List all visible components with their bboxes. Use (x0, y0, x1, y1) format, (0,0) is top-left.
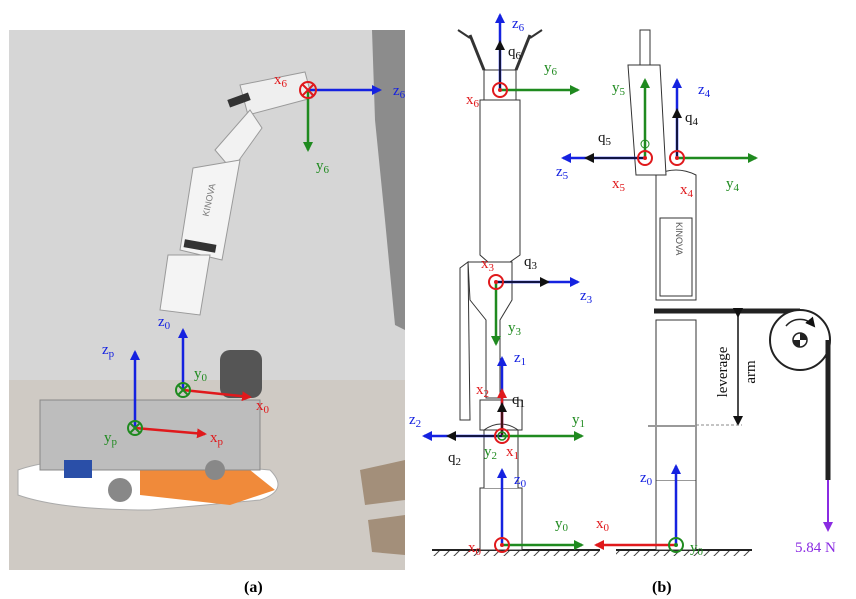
force-label: 5.84 N (795, 540, 836, 556)
z0-label-side: z0 (640, 470, 653, 488)
frame-p-photo: zp yp xp (102, 342, 224, 448)
q2-label-b: q2 (448, 450, 461, 468)
y6-label-a: y6 (316, 158, 330, 176)
z0-label-b: z0 (514, 472, 527, 490)
frame-0-side: z0 x0 y0 (594, 464, 704, 558)
leverage-arm: leverage arm (696, 308, 759, 426)
y3-label-b: y3 (508, 320, 522, 338)
q5-label-b: q5 (598, 130, 612, 148)
yp-origin-a (127, 420, 143, 436)
caption-a: (a) (244, 579, 263, 596)
x2-label-b: x2 (476, 382, 489, 400)
arm-label: arm (743, 360, 759, 384)
caption-b: (b) (652, 579, 672, 596)
y2-label-b: y2 (484, 444, 497, 462)
y0-label-side: y0 (690, 540, 704, 558)
xp-label-a: xp (210, 430, 224, 448)
x5-label-b: x5 (612, 176, 626, 194)
frame-4-side: z4 q4 y4 x4 (669, 78, 758, 200)
x6-label-b: x6 (466, 92, 480, 110)
q4-label-b: q4 (685, 110, 699, 128)
frame-6-photo: x6 z6 y6 (274, 72, 406, 176)
x6-origin-a (299, 81, 317, 99)
z4-label-b: z4 (698, 82, 711, 100)
x4-label-b: x4 (680, 182, 694, 200)
z0-label-a: z0 (158, 314, 171, 332)
y0-label-b: y0 (555, 516, 569, 534)
z6-label-a: z6 (393, 83, 406, 101)
y0-origin-a (175, 382, 191, 398)
panel-a-photo: KINOVA (9, 30, 405, 570)
frame-6-front: z6 q6 y6 x6 (466, 13, 580, 110)
yp-label-a: yp (104, 430, 118, 448)
robot-front-view (432, 29, 600, 556)
y4-label-b: y4 (726, 176, 740, 194)
frame-0-front: z0 y0 x0 (468, 468, 584, 558)
z1-label-b: z1 (514, 350, 526, 368)
x1-label-b: x1 (506, 444, 519, 462)
x0-label-a: x0 (256, 398, 270, 416)
q6-label-b: q6 (508, 44, 522, 62)
xp-axis-a (134, 426, 207, 439)
z2-label-b: z2 (409, 412, 421, 430)
frame-3-front: x3 q3 z3 y3 (481, 254, 593, 346)
x0-label-side: x0 (596, 516, 610, 534)
frame-1-2-front: z1 x2 q1 z2 y1 q2 y2 x1 (409, 350, 585, 468)
y5-label-b: y5 (612, 80, 626, 98)
zp-label-a: zp (102, 342, 115, 360)
y0-label-a: y0 (194, 366, 208, 384)
y6-label-b: y6 (544, 60, 558, 78)
kinova-label-b: KINOVA (674, 222, 684, 255)
x0-axis-a (182, 388, 252, 402)
y1-label-b: y1 (572, 412, 585, 430)
x6-label-a: x6 (274, 72, 288, 90)
frame-5-side: y5 q5 z5 x5 (556, 78, 653, 194)
x3-label-b: x3 (481, 256, 495, 274)
frame-0-photo: z0 y0 x0 (158, 314, 270, 416)
z3-label-b: z3 (580, 288, 593, 306)
q1-label-b: q1 (512, 392, 525, 410)
q3-label-b: q3 (524, 254, 538, 272)
z6-label-b: z6 (512, 16, 525, 34)
x0-label-b: x0 (468, 540, 482, 558)
leverage-label: leverage (715, 346, 731, 397)
z5-label-b: z5 (556, 164, 569, 182)
robot-side-view (616, 29, 752, 556)
pulley-system: 5.84 N (654, 308, 836, 556)
